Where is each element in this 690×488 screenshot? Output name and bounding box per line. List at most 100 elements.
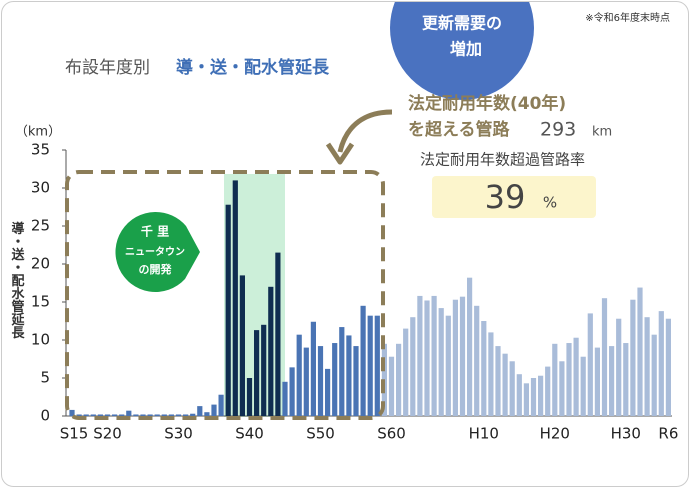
bar (509, 361, 515, 416)
bar (332, 343, 338, 416)
y-tick-label: 15 (31, 293, 50, 311)
bar (651, 334, 657, 416)
arrow (337, 109, 393, 153)
bar (83, 414, 89, 416)
x-tick-label: S50 (306, 425, 335, 443)
bar (133, 414, 139, 416)
x-tick-label: S30 (164, 425, 193, 443)
bar (211, 404, 217, 416)
annotation: を超える管路 (408, 119, 510, 140)
bar (317, 346, 324, 416)
bar (246, 378, 253, 416)
bar (388, 356, 395, 416)
bar (360, 305, 366, 416)
arrow-head (325, 142, 355, 165)
rate-value: 39 (485, 178, 526, 216)
bar (601, 298, 608, 416)
bar (545, 366, 551, 416)
bar (665, 318, 671, 416)
y-tick-label: 20 (31, 255, 50, 273)
bar (197, 406, 203, 416)
plot: 0 5 10 15 20 25 30 35 S15 S20 S30 S40 S50 S60 H10 H20 H3… (31, 141, 678, 443)
bar (431, 295, 437, 416)
bar (168, 414, 174, 416)
annotation: 法定耐用年数(40年) (408, 93, 566, 114)
bar (417, 295, 423, 416)
x-tick-label: H30 (611, 425, 641, 443)
bar (637, 287, 643, 416)
bar (445, 315, 451, 416)
event-text: の開発 (139, 262, 173, 276)
dashed-frame (65, 170, 385, 420)
bar (119, 414, 125, 416)
y-tick-label: 30 (31, 179, 50, 197)
y-tick-label: 25 (31, 217, 50, 235)
bar (325, 368, 331, 416)
bar (275, 252, 281, 416)
x-tick-label: S40 (235, 425, 264, 443)
bar (282, 381, 288, 416)
rate-box (432, 176, 596, 218)
bar (126, 410, 132, 416)
x-tick-label: H20 (540, 425, 570, 443)
bar (403, 328, 409, 416)
bar (175, 414, 182, 416)
bar (310, 321, 316, 416)
bubble-text: 更新需要の (422, 14, 502, 33)
y-tick-label: 35 (31, 141, 50, 159)
bar (523, 383, 529, 416)
x-tick-label: S15 (60, 425, 89, 443)
bar (481, 321, 487, 416)
bar (239, 275, 245, 416)
bubble (390, 2, 534, 100)
bar (552, 343, 558, 416)
bar (452, 299, 458, 416)
bubble-text: 増加 (450, 40, 482, 59)
event-badge (115, 211, 200, 292)
bar (90, 414, 96, 416)
event-text: 千 里 (141, 224, 169, 239)
bar (69, 409, 75, 416)
bar (474, 305, 480, 416)
bar (459, 296, 466, 416)
bar (374, 315, 380, 416)
bar (367, 315, 373, 416)
bar (112, 414, 118, 416)
bar (289, 367, 295, 416)
chart-title: 布設年度別 (65, 58, 150, 78)
bar (566, 343, 572, 416)
bar (587, 313, 593, 416)
x-tick-label: H10 (469, 425, 499, 443)
bar (268, 286, 274, 416)
bar (232, 180, 238, 416)
bar (204, 412, 210, 416)
bar (580, 356, 586, 416)
bar (225, 204, 231, 416)
annotation-value: 293 (540, 119, 576, 141)
bar (630, 299, 636, 416)
bar (410, 317, 416, 416)
bar (573, 337, 579, 416)
bar (623, 343, 629, 416)
bar (76, 414, 82, 416)
bar (161, 414, 167, 416)
bar (609, 346, 615, 416)
bar (97, 414, 103, 416)
x-tick-label: S60 (377, 425, 406, 443)
bar (261, 324, 267, 416)
bar (147, 414, 153, 416)
bar (218, 394, 224, 416)
y-tick-label: 10 (31, 331, 50, 349)
bar (296, 334, 302, 416)
bar (502, 353, 508, 416)
x-tick-label: R6 (658, 425, 678, 443)
bar (438, 308, 444, 416)
bar (495, 346, 501, 416)
annotation-unit: km (592, 125, 612, 140)
bar (254, 330, 260, 416)
bar (424, 300, 430, 416)
bar (104, 414, 111, 416)
bar (658, 311, 664, 416)
